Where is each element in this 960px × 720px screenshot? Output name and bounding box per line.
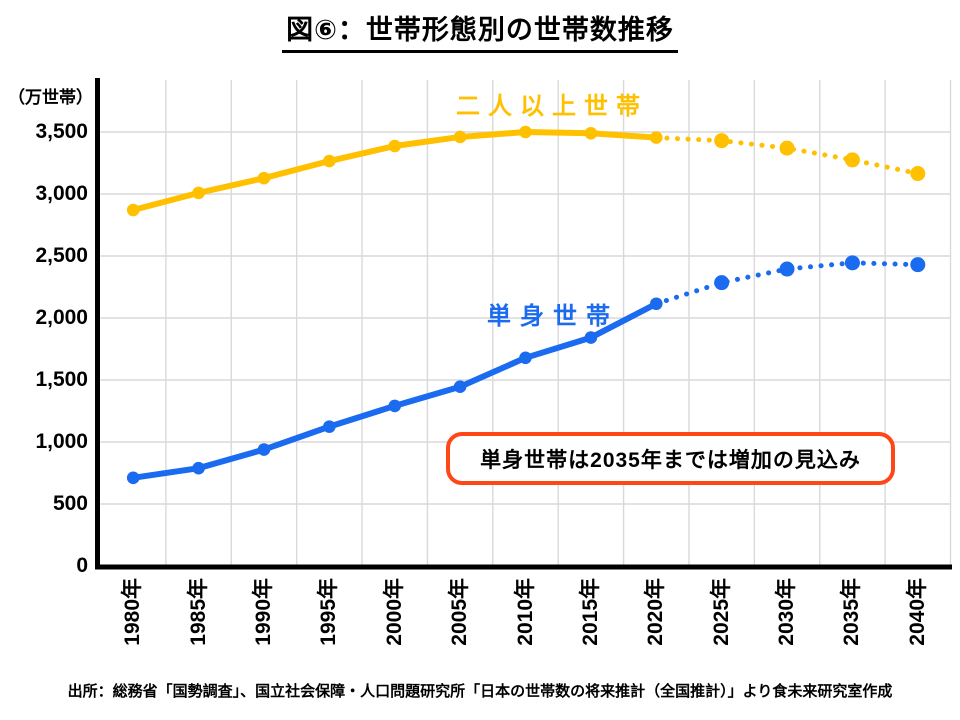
series-point-two-plus <box>714 133 730 149</box>
series-point-single <box>584 331 598 344</box>
x-tick-label: 2035年 <box>840 578 864 646</box>
series-point-two-plus <box>323 154 336 168</box>
series-point-single <box>519 351 532 365</box>
x-tick-label: 2020年 <box>644 578 668 646</box>
x-tick-label: 1990年 <box>251 578 275 646</box>
y-tick-label: 2,500 <box>35 244 88 267</box>
x-tick-label: 2005年 <box>448 578 472 646</box>
y-tick-label: 3,000 <box>35 182 88 205</box>
source-note: 出所：総務省「国勢調査」、国立社会保障・人口問題研究所「日本の世帯数の将来推計（… <box>67 683 893 700</box>
series-point-single <box>844 255 860 271</box>
series-point-two-plus <box>584 126 598 140</box>
series-point-two-plus <box>910 166 926 182</box>
series-line-two-plus-dotted <box>653 135 921 177</box>
x-tick-label: 1995年 <box>317 578 341 646</box>
series-point-single <box>649 297 663 311</box>
series-point-two-plus <box>519 125 532 139</box>
series-label-two-plus-households: 二人以上世帯 <box>456 93 648 120</box>
x-tick-label: 1985年 <box>186 578 210 646</box>
x-tick-label: 2040年 <box>905 578 929 646</box>
x-tick-label: 1980年 <box>121 578 145 646</box>
series-point-single <box>388 399 402 413</box>
series-point-two-plus <box>192 186 205 200</box>
chart-title-wrap: 図⑥：世帯形態別の世帯数推移 <box>0 8 960 53</box>
y-axis-unit-label: （万世帯） <box>8 88 93 107</box>
y-tick-label: 500 <box>52 492 88 515</box>
x-tick-label: 2025年 <box>709 578 733 646</box>
series-point-two-plus <box>844 152 860 168</box>
annotation-callout-box: 単身世帯は2035年までは増加の見込み <box>446 432 895 485</box>
series-point-single <box>714 275 730 291</box>
series-point-two-plus <box>649 131 663 144</box>
y-tick-label: 1,000 <box>35 430 88 453</box>
series-point-two-plus <box>257 171 271 185</box>
series-label-single-households: 単身世帯 <box>487 303 619 330</box>
x-tick-label: 2000年 <box>382 578 406 646</box>
y-tick-label: 0 <box>76 554 88 577</box>
series-point-two-plus <box>779 140 795 156</box>
series-point-single <box>323 420 336 433</box>
series-point-two-plus <box>388 139 402 153</box>
series-point-single <box>910 257 926 273</box>
series-point-single <box>126 471 140 485</box>
x-tick-label: 2030年 <box>775 578 799 646</box>
series-point-single <box>257 443 271 456</box>
series-point-single <box>192 461 205 475</box>
y-tick-label: 1,500 <box>35 368 88 391</box>
series-point-single <box>453 380 467 393</box>
series-point-two-plus <box>126 203 140 217</box>
annotation-text: 単身世帯は2035年までは増加の見込み <box>480 448 861 472</box>
y-tick-label: 3,500 <box>35 120 88 143</box>
chart-title: 図⑥：世帯形態別の世帯数推移 <box>282 8 678 53</box>
y-tick-label: 2,000 <box>35 306 88 329</box>
x-tick-label: 2015年 <box>578 578 602 646</box>
series-point-two-plus <box>453 130 467 144</box>
series-point-single <box>779 261 795 277</box>
x-tick-label: 2010年 <box>513 578 537 646</box>
